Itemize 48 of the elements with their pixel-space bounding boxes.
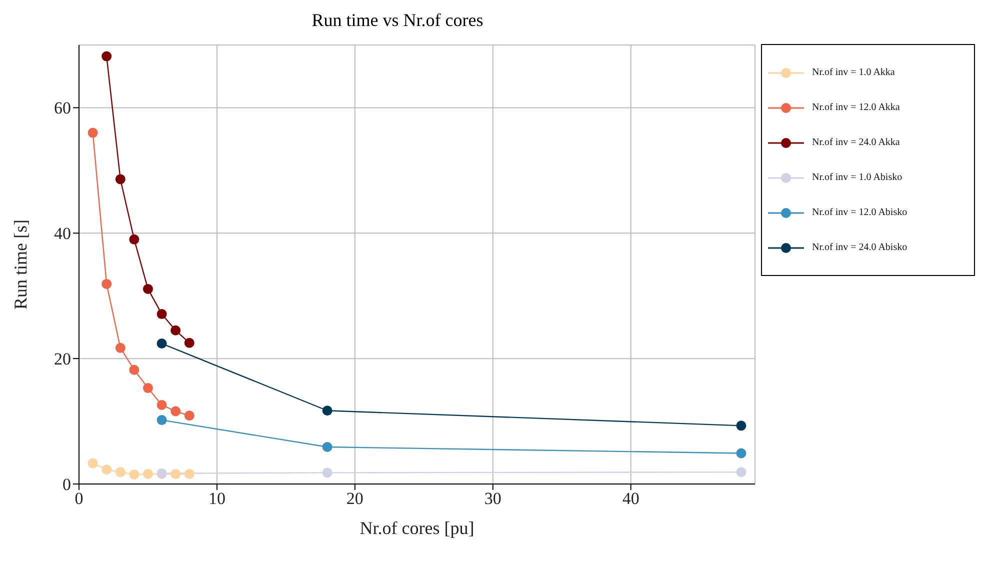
- y-axis-title: Run time [s]: [10, 220, 30, 310]
- x-tick-label: 30: [484, 489, 502, 508]
- y-tick-label: 20: [54, 350, 71, 369]
- point: [142, 383, 153, 394]
- y-tick-label: 60: [54, 98, 71, 118]
- point: [156, 415, 167, 426]
- point: [736, 467, 746, 478]
- x-tick-label: 40: [622, 489, 640, 508]
- x-axis-title: Nr.of cores [pu]: [360, 518, 474, 538]
- point: [115, 467, 126, 478]
- point: [170, 325, 181, 336]
- point: [142, 468, 153, 479]
- point: [129, 364, 140, 375]
- point: [129, 234, 140, 244]
- x-tick-label: 10: [208, 489, 226, 508]
- legend-label: Nr.of inv = 1.0 Abisko: [812, 170, 902, 184]
- point: [170, 468, 181, 479]
- legend-label: Nr.of inv = 1.0 Akka: [812, 66, 895, 80]
- point: [322, 406, 332, 416]
- legend-label: Nr.of inv = 12.0 Abisko: [812, 206, 908, 220]
- point: [142, 284, 153, 294]
- legend-label: Nr.of inv = 12.0 Akka: [812, 100, 900, 114]
- y-tick-label: 40: [54, 224, 71, 244]
- point: [102, 51, 112, 62]
- x-tick-label: 20: [346, 489, 364, 508]
- y-tick-label: 0: [62, 475, 71, 494]
- legend-label: Nr.of inv = 24.0 Akka: [812, 136, 900, 150]
- x-tick-label: 0: [74, 489, 84, 508]
- point: [156, 338, 167, 349]
- point: [129, 470, 140, 480]
- point: [322, 442, 332, 452]
- point: [156, 309, 167, 320]
- chart-title: Run time vs Nr.of cores: [310, 10, 484, 31]
- point: [736, 448, 746, 458]
- point: [115, 342, 126, 353]
- point: [115, 174, 126, 184]
- point: [170, 406, 181, 416]
- point: [156, 400, 167, 410]
- point: [102, 278, 112, 289]
- point: [88, 128, 98, 138]
- legend-label: Nr.of inv = 24.0 Abisko: [812, 240, 908, 254]
- point: [736, 420, 746, 431]
- point: [88, 458, 98, 468]
- point: [322, 468, 332, 478]
- point: [184, 468, 194, 479]
- point: [102, 464, 112, 475]
- point: [184, 410, 194, 421]
- point: [184, 338, 194, 348]
